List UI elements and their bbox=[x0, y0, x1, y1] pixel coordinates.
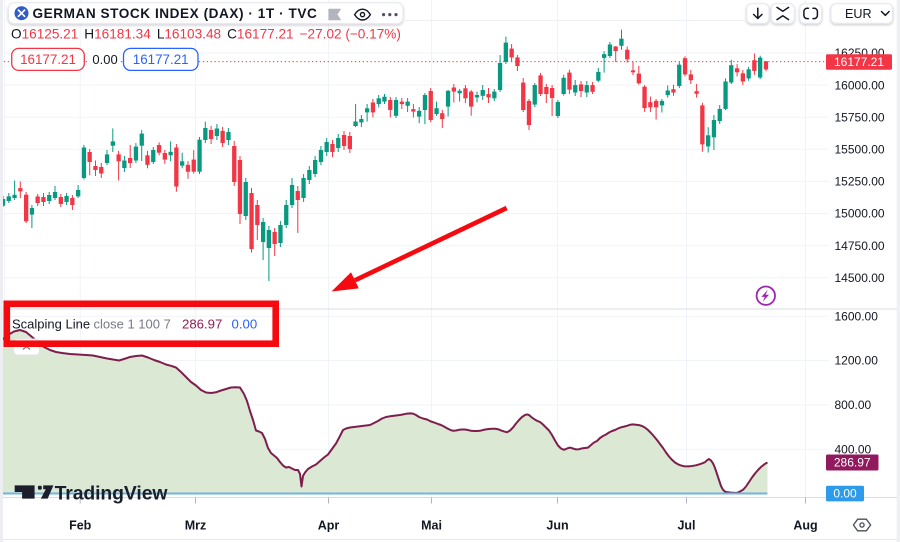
svg-text:Apr: Apr bbox=[318, 519, 340, 533]
svg-text:Feb: Feb bbox=[69, 519, 92, 533]
svg-text:15250.00: 15250.00 bbox=[835, 175, 885, 189]
svg-text:TradingView: TradingView bbox=[55, 483, 169, 505]
svg-text:14500.00: 14500.00 bbox=[835, 271, 885, 285]
svg-text:Mai: Mai bbox=[421, 519, 442, 533]
svg-text:286.97: 286.97 bbox=[834, 456, 871, 470]
svg-text:1200.00: 1200.00 bbox=[835, 354, 879, 368]
svg-text:EUR: EUR bbox=[845, 7, 872, 21]
svg-text:400.00: 400.00 bbox=[835, 442, 872, 456]
svg-text:Jul: Jul bbox=[677, 519, 695, 533]
svg-text:15750.00: 15750.00 bbox=[835, 110, 885, 124]
svg-text:15500.00: 15500.00 bbox=[835, 143, 885, 157]
svg-text:16000.00: 16000.00 bbox=[835, 78, 885, 92]
svg-text:1600.00: 1600.00 bbox=[835, 309, 879, 323]
svg-text:0.00: 0.00 bbox=[833, 487, 857, 501]
svg-text:16177.21: 16177.21 bbox=[20, 52, 76, 67]
svg-text:Jun: Jun bbox=[546, 519, 568, 533]
svg-text:close 1 100 7: close 1 100 7 bbox=[94, 317, 171, 332]
svg-text:286.97: 286.97 bbox=[182, 317, 222, 332]
svg-text:GERMAN STOCK INDEX (DAX) · 1T: GERMAN STOCK INDEX (DAX) · 1T · TVC bbox=[33, 6, 318, 21]
svg-text:0.00: 0.00 bbox=[232, 317, 258, 332]
svg-text:15000.00: 15000.00 bbox=[835, 207, 885, 221]
svg-text:Mrz: Mrz bbox=[185, 519, 207, 533]
svg-text:0.00: 0.00 bbox=[92, 52, 117, 67]
svg-text:16177.21: 16177.21 bbox=[834, 55, 884, 69]
svg-text:Aug: Aug bbox=[793, 519, 817, 533]
svg-text:16177.21: 16177.21 bbox=[133, 52, 189, 67]
svg-text:800.00: 800.00 bbox=[835, 398, 872, 412]
svg-text:14750.00: 14750.00 bbox=[835, 239, 885, 253]
svg-text:Scalping Line: Scalping Line bbox=[12, 317, 90, 332]
